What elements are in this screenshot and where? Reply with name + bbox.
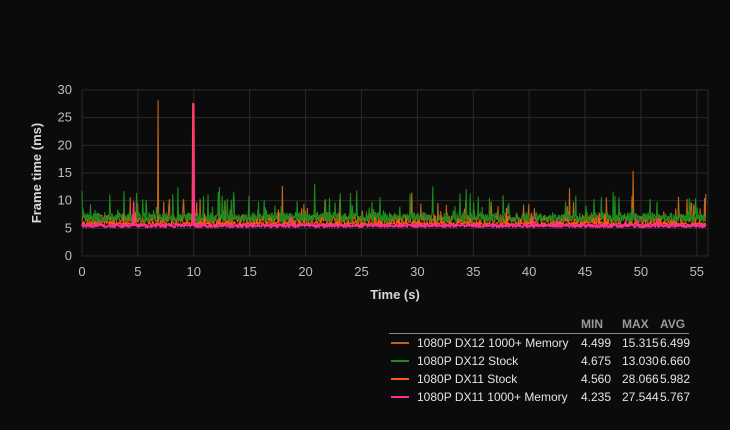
x-tick-label: 10 bbox=[187, 264, 201, 279]
legend-series-name: 1080P DX11 1000+ Memory bbox=[417, 390, 568, 404]
legend-avg-value: 6.499 bbox=[660, 336, 691, 350]
legend-max-value: 28.066 bbox=[622, 372, 659, 386]
legend-header: MIN MAX AVG bbox=[389, 317, 689, 334]
legend-avg-value: 5.982 bbox=[660, 372, 691, 386]
legend-swatch bbox=[391, 378, 409, 380]
y-tick-label: 25 bbox=[58, 110, 72, 125]
x-axis-title: Time (s) bbox=[370, 287, 420, 302]
grid bbox=[81, 89, 709, 257]
legend: MIN MAX AVG 1080P DX12 1000+ Memory 4.49… bbox=[389, 317, 691, 406]
x-tick-label: 35 bbox=[466, 264, 480, 279]
legend-min-value: 4.675 bbox=[581, 354, 612, 368]
legend-avg-value: 6.660 bbox=[660, 354, 691, 368]
x-tick-label: 30 bbox=[410, 264, 424, 279]
y-axis-title: Frame time (ms) bbox=[29, 123, 44, 223]
y-tick-label: 15 bbox=[58, 165, 72, 180]
series-line bbox=[81, 102, 706, 227]
legend-swatch bbox=[391, 342, 409, 344]
y-tick-label: 10 bbox=[58, 193, 72, 208]
legend-swatch bbox=[391, 360, 409, 362]
series-line bbox=[81, 183, 707, 224]
legend-series-name: 1080P DX11 Stock bbox=[417, 372, 518, 386]
series-line bbox=[81, 103, 707, 229]
legend-header-min: MIN bbox=[581, 317, 603, 331]
x-tick-label: 15 bbox=[242, 264, 256, 279]
legend-swatch bbox=[391, 396, 409, 398]
y-tick-label: 20 bbox=[58, 137, 72, 152]
tick-labels: 0 5 10 15 20 25 30 35 40 45 50 55 0 5 10 15 20 25 30 bbox=[58, 82, 705, 279]
y-tick-label: 0 bbox=[65, 248, 72, 263]
legend-row[interactable]: 1080P DX11 Stock 4.560 28.066 5.982 bbox=[389, 370, 691, 388]
legend-min-value: 4.235 bbox=[581, 390, 612, 404]
legend-row[interactable]: 1080P DX11 1000+ Memory 4.235 27.544 5.7… bbox=[389, 388, 691, 406]
y-tick-label: 30 bbox=[58, 82, 72, 97]
legend-max-value: 13.030 bbox=[622, 354, 659, 368]
x-tick-label: 50 bbox=[634, 264, 648, 279]
legend-header-avg: AVG bbox=[660, 317, 686, 331]
legend-series-name: 1080P DX12 Stock bbox=[417, 354, 519, 368]
legend-avg-value: 5.767 bbox=[660, 390, 691, 404]
legend-row[interactable]: 1080P DX12 Stock 4.675 13.030 6.660 bbox=[389, 352, 691, 370]
legend-row[interactable]: 1080P DX12 1000+ Memory 4.499 15.315 6.4… bbox=[389, 334, 691, 352]
legend-header-max: MAX bbox=[622, 317, 649, 331]
x-tick-label: 40 bbox=[522, 264, 536, 279]
x-tick-label: 55 bbox=[690, 264, 704, 279]
legend-max-value: 27.544 bbox=[622, 390, 659, 404]
legend-series-name: 1080P DX12 1000+ Memory bbox=[417, 336, 569, 350]
x-tick-label: 0 bbox=[78, 264, 85, 279]
series-line bbox=[81, 99, 707, 224]
legend-min-value: 4.499 bbox=[581, 336, 612, 350]
x-tick-label: 5 bbox=[134, 264, 141, 279]
x-tick-label: 25 bbox=[354, 264, 368, 279]
legend-max-value: 15.315 bbox=[622, 336, 659, 350]
legend-min-value: 4.560 bbox=[581, 372, 612, 386]
y-tick-label: 5 bbox=[65, 220, 72, 235]
x-tick-label: 20 bbox=[298, 264, 312, 279]
x-tick-label: 45 bbox=[578, 264, 592, 279]
series-lines bbox=[81, 99, 707, 229]
